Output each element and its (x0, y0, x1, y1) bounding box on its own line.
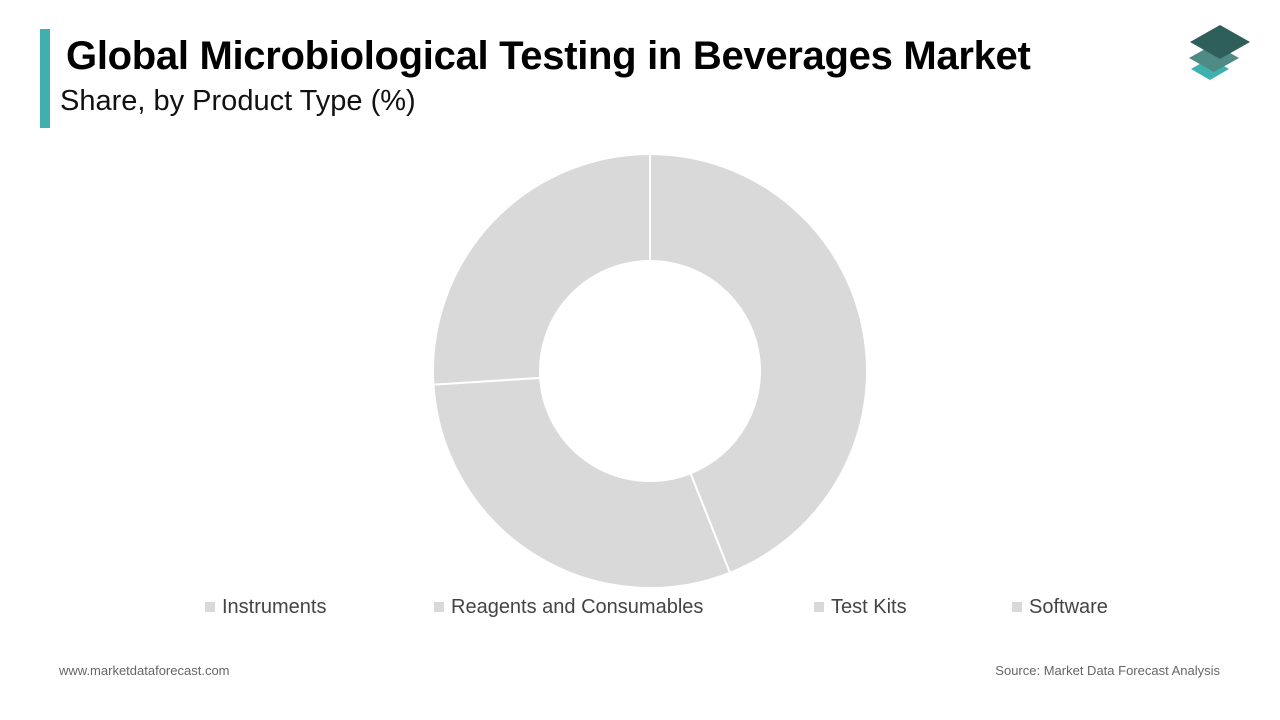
legend-swatch (814, 602, 824, 612)
legend-label: Test Kits (831, 595, 907, 618)
donut-slice-reagents-and-consumables (432, 376, 732, 589)
chart-subtitle: Share, by Product Type (%) (60, 85, 416, 117)
brand-logo-icon (1186, 22, 1252, 97)
legend-item: Reagents and Consumables (434, 596, 703, 618)
logo-layer-top (1190, 25, 1250, 59)
title-accent-bar (40, 29, 50, 128)
legend-swatch (434, 602, 444, 612)
chart-title: Global Microbiological Testing in Bevera… (66, 34, 1031, 78)
footer-website: www.marketdataforecast.com (59, 663, 230, 678)
legend-label: Reagents and Consumables (451, 595, 704, 618)
legend-item: Software (1012, 596, 1108, 618)
legend-label: Software (1029, 595, 1108, 618)
legend-label: Instruments (222, 595, 327, 618)
legend-item: Instruments (205, 596, 326, 618)
legend-swatch (1012, 602, 1022, 612)
legend-swatch (205, 602, 215, 612)
footer-source: Source: Market Data Forecast Analysis (995, 663, 1220, 678)
legend-item: Test Kits (814, 596, 907, 618)
donut-slice-instruments (649, 152, 868, 575)
donut-slice-test-kits (432, 152, 651, 386)
